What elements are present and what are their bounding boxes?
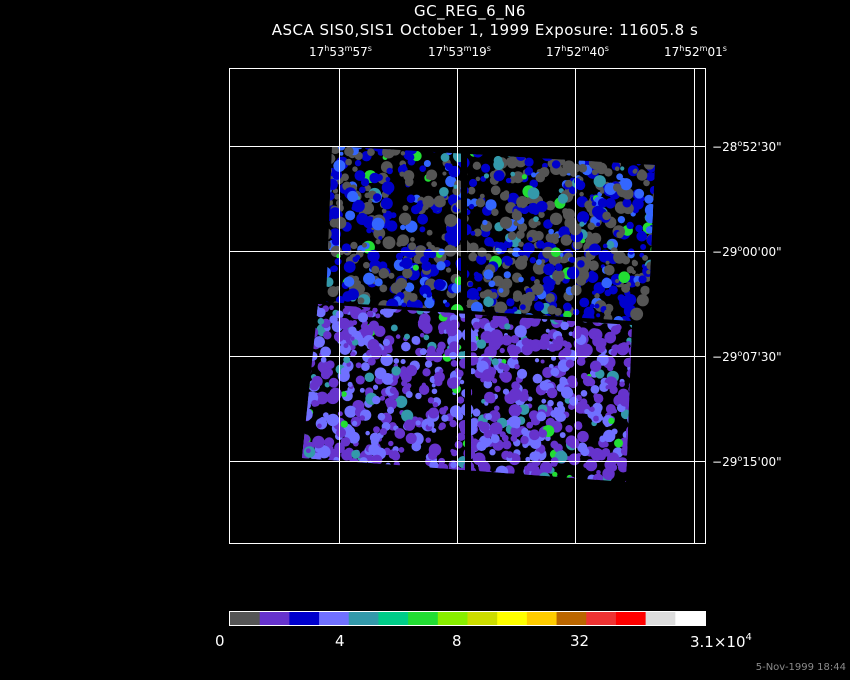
image-subtitle: ASCA SIS0,SIS1 October 1, 1999 Exposure:… bbox=[271, 21, 699, 39]
colorbar-label-0: 0 bbox=[215, 632, 225, 650]
colorbar-segment bbox=[437, 612, 468, 625]
colorbar-segment bbox=[408, 612, 439, 625]
ra-label-2: 17h52m40s bbox=[546, 44, 609, 59]
colorbar-segment bbox=[526, 612, 558, 625]
colorbar bbox=[229, 611, 706, 626]
chip-gap bbox=[465, 308, 471, 475]
colorbar-segment bbox=[230, 612, 261, 625]
dec-label-3: −29o15'00" bbox=[712, 454, 782, 469]
colorbar-segment bbox=[348, 612, 379, 625]
ra-label-3: 17h52m01s bbox=[664, 44, 727, 59]
colorbar-segment bbox=[675, 612, 706, 625]
detector-image bbox=[302, 146, 655, 482]
coordinate-frame bbox=[229, 68, 706, 544]
sis-upper-chip bbox=[326, 146, 655, 322]
colorbar-label-32: 32 bbox=[570, 632, 590, 650]
dec-label-2: −29o07'30" bbox=[712, 349, 782, 364]
colorbar-label-4: 4 bbox=[335, 632, 345, 650]
colorbar-segment bbox=[556, 612, 587, 625]
colorbar-segment bbox=[289, 612, 320, 625]
colorbar-segment bbox=[615, 612, 647, 625]
colorbar-label-8: 8 bbox=[452, 632, 462, 650]
colorbar-segment bbox=[467, 612, 498, 625]
colorbar-segment bbox=[378, 612, 409, 625]
colorbar-segment bbox=[645, 612, 676, 625]
colorbar-border bbox=[229, 611, 706, 626]
ra-label-1: 17h53m19s bbox=[428, 44, 491, 59]
ra-label-0: 17h53m57s bbox=[309, 44, 372, 59]
colorbar-segment bbox=[586, 612, 617, 625]
timestamp: 5-Nov-1999 18:44 bbox=[755, 662, 846, 673]
dec-label-1: −29o00'00" bbox=[712, 244, 782, 259]
colorbar-segment bbox=[497, 612, 528, 625]
colorbar-label-max: 3.1×104 bbox=[690, 632, 752, 651]
image-title: GC_REG_6_N6 bbox=[414, 2, 526, 20]
dec-label-0: −28o52'30" bbox=[712, 139, 782, 154]
colorbar-segment bbox=[319, 612, 350, 625]
colorbar-segment bbox=[259, 612, 290, 625]
chip-gap bbox=[461, 150, 467, 305]
